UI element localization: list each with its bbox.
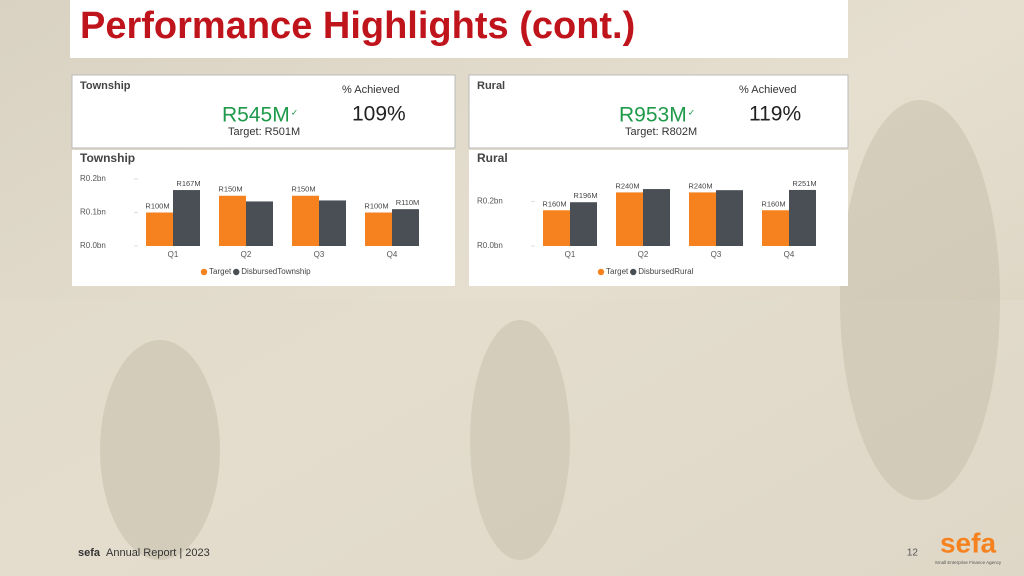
- value-label: R150M: [291, 185, 315, 194]
- kpi-box: [468, 74, 849, 149]
- bar: [689, 192, 716, 246]
- bar: [543, 210, 570, 246]
- x-tick-label: Q3: [711, 250, 722, 259]
- x-tick-label: Q1: [168, 250, 179, 259]
- kpi-target: Target: R501M: [228, 126, 300, 138]
- value-label: R196M: [573, 191, 597, 200]
- legend-label: Target: [209, 267, 232, 276]
- kpi-achieved-label: % Achieved: [739, 84, 796, 96]
- value-label: R150M: [218, 185, 242, 194]
- bar: [219, 195, 246, 246]
- y-tick-label: R0.0bn: [477, 241, 503, 250]
- value-label: R100M: [145, 201, 169, 210]
- bar: [643, 189, 670, 246]
- value-label: R240M: [688, 181, 712, 190]
- x-tick-label: Q4: [784, 250, 795, 259]
- legend-swatch: [630, 268, 637, 276]
- legend-label: DisbursedTownship: [241, 267, 311, 276]
- kpi-achieved: 109%: [352, 103, 406, 126]
- legend-label: Target: [606, 267, 629, 276]
- chart-title: Township: [80, 151, 135, 165]
- value-label: R100M: [364, 201, 388, 210]
- kpi-achieved: 119%: [749, 103, 801, 126]
- kpi-target: Target: R802M: [625, 126, 697, 138]
- slide-title: Performance Highlights (cont.): [80, 5, 635, 47]
- legend-swatch: [597, 268, 605, 276]
- background-figure: [470, 320, 570, 560]
- y-tick-label: R0.1bn: [80, 208, 106, 217]
- bar: [789, 189, 816, 246]
- logo-tagline: Small Enterprise Finance Agency: [935, 560, 1002, 565]
- kpi-name: Rural: [477, 80, 505, 92]
- bar: [716, 190, 743, 246]
- legend-swatch: [200, 268, 208, 276]
- x-tick-label: Q3: [314, 250, 325, 259]
- title-box: [70, 0, 848, 58]
- value-label: R160M: [542, 199, 566, 208]
- value-label: R240M: [615, 181, 639, 190]
- background-figure: [100, 340, 220, 560]
- page-number: 12: [907, 548, 919, 559]
- footer-brand: sefa: [78, 547, 101, 559]
- kpi-achieved-label: % Achieved: [342, 84, 399, 96]
- y-tick-label: R0.0bn: [80, 241, 106, 250]
- x-tick-label: Q1: [565, 250, 576, 259]
- kpi-check: ✓: [688, 107, 696, 117]
- kpi-check: ✓: [291, 107, 299, 117]
- footer-report: Annual Report | 2023: [106, 547, 210, 559]
- x-tick-label: Q4: [387, 250, 398, 259]
- chart-title: Rural: [477, 151, 508, 165]
- background-figure: [840, 100, 1000, 500]
- value-label: R160M: [761, 199, 785, 208]
- bar: [319, 200, 346, 246]
- bar: [146, 212, 173, 246]
- kpi-name: Township: [80, 80, 131, 92]
- value-label: R110M: [396, 198, 420, 207]
- kpi-amount: R953M: [619, 104, 687, 127]
- y-tick-label: R0.2bn: [477, 196, 503, 205]
- logo: sefa: [940, 527, 996, 558]
- bar: [173, 190, 200, 246]
- legend-swatch: [233, 268, 240, 276]
- bar: [246, 201, 273, 246]
- x-tick-label: Q2: [638, 250, 649, 259]
- legend-label: DisbursedRural: [638, 267, 693, 276]
- value-label: R251M: [792, 179, 816, 188]
- bar: [365, 212, 392, 246]
- bar: [392, 209, 419, 246]
- bar: [762, 210, 789, 246]
- x-tick-label: Q2: [241, 250, 252, 259]
- kpi-amount: R545M: [222, 104, 290, 127]
- kpi-box: [71, 74, 456, 149]
- y-tick-label: R0.2bn: [80, 174, 106, 183]
- bar: [616, 192, 643, 246]
- bar: [292, 195, 319, 246]
- bar: [570, 202, 597, 246]
- value-label: R167M: [176, 179, 200, 188]
